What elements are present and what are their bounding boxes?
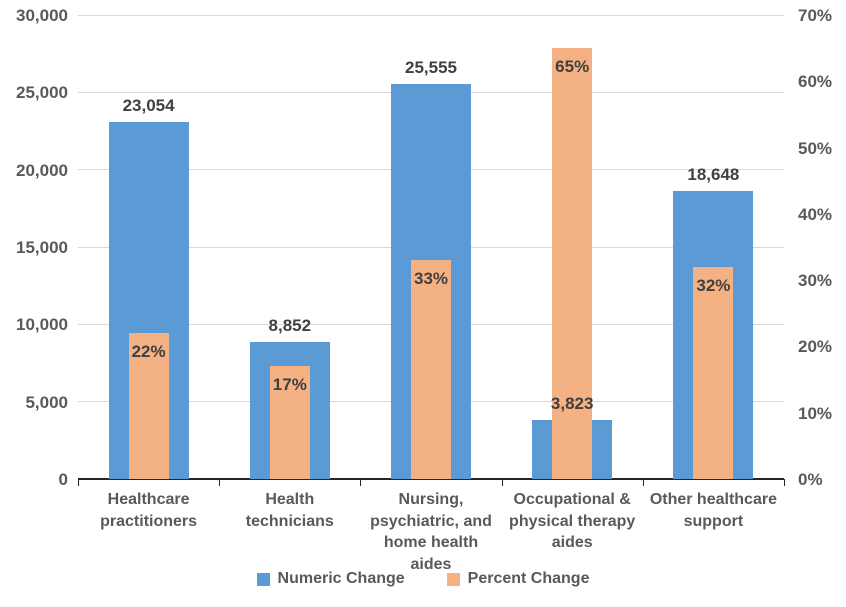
x-axis-tick bbox=[501, 479, 503, 486]
legend-label: Numeric Change bbox=[277, 570, 405, 587]
percent-change-bar bbox=[128, 333, 169, 479]
percent-change-label: 17% bbox=[272, 375, 307, 395]
percent-change-label: 65% bbox=[555, 57, 590, 77]
x-axis-line bbox=[78, 478, 784, 480]
percent-change-label: 22% bbox=[131, 342, 166, 362]
gridline bbox=[78, 14, 784, 16]
legend-item: Numeric Change bbox=[256, 570, 405, 588]
legend-label: Percent Change bbox=[467, 570, 590, 587]
right-axis-tick-label: 30% bbox=[798, 271, 833, 291]
left-axis-tick-label: 30,000 bbox=[16, 6, 68, 25]
category-label: Healthcare practitioners bbox=[100, 491, 198, 530]
left-axis-tick-label: 10,000 bbox=[16, 315, 68, 335]
x-axis-tick bbox=[360, 479, 362, 486]
right-axis-tick-label: 60% bbox=[798, 72, 833, 92]
legend-swatch-icon bbox=[256, 572, 270, 586]
legend-item: Percent Change bbox=[446, 570, 590, 588]
right-axis-tick-label: 20% bbox=[798, 337, 833, 357]
legend-swatch-icon bbox=[446, 572, 460, 586]
x-axis-tick bbox=[642, 479, 644, 486]
left-axis-tick-label: 25,000 bbox=[16, 83, 68, 103]
numeric-change-label: 25,555 bbox=[405, 57, 457, 77]
category-label: Health technicians bbox=[245, 491, 334, 530]
category-label: Other healthcare support bbox=[649, 491, 777, 530]
right-axis-tick-label: 10% bbox=[798, 403, 833, 423]
percent-change-bar bbox=[411, 260, 451, 479]
left-axis-tick-label: 0 bbox=[58, 470, 68, 489]
numeric-change-label: 18,648 bbox=[687, 164, 740, 184]
percent-change-bar bbox=[693, 266, 734, 479]
percent-change-label: 33% bbox=[413, 269, 449, 289]
percent-change-bar bbox=[269, 366, 310, 479]
left-axis-tick-label: 15,000 bbox=[16, 238, 68, 257]
numeric-change-label: 23,054 bbox=[122, 96, 175, 116]
right-axis-tick-label: 70% bbox=[798, 6, 833, 25]
right-axis-tick-label: 50% bbox=[798, 138, 833, 158]
right-axis-tick-label: 40% bbox=[798, 204, 833, 224]
right-axis-tick-label: 0% bbox=[798, 470, 823, 489]
left-axis-tick-label: 5,000 bbox=[25, 392, 68, 412]
x-axis-tick bbox=[78, 479, 79, 486]
percent-change-label: 32% bbox=[696, 275, 731, 295]
category-label: Occupational & physical therapy aides bbox=[509, 491, 636, 552]
legend: Numeric Change Percent Change bbox=[0, 570, 846, 588]
category-label: Nursing, psychiatric, and home health ai… bbox=[370, 491, 492, 573]
numeric-change-label: 8,852 bbox=[268, 316, 312, 336]
numeric-change-label: 3,823 bbox=[550, 393, 594, 413]
left-axis-tick-label: 20,000 bbox=[16, 160, 68, 180]
x-axis-tick bbox=[784, 479, 785, 486]
x-axis-tick bbox=[219, 479, 221, 486]
percent-change-bar bbox=[552, 48, 593, 479]
